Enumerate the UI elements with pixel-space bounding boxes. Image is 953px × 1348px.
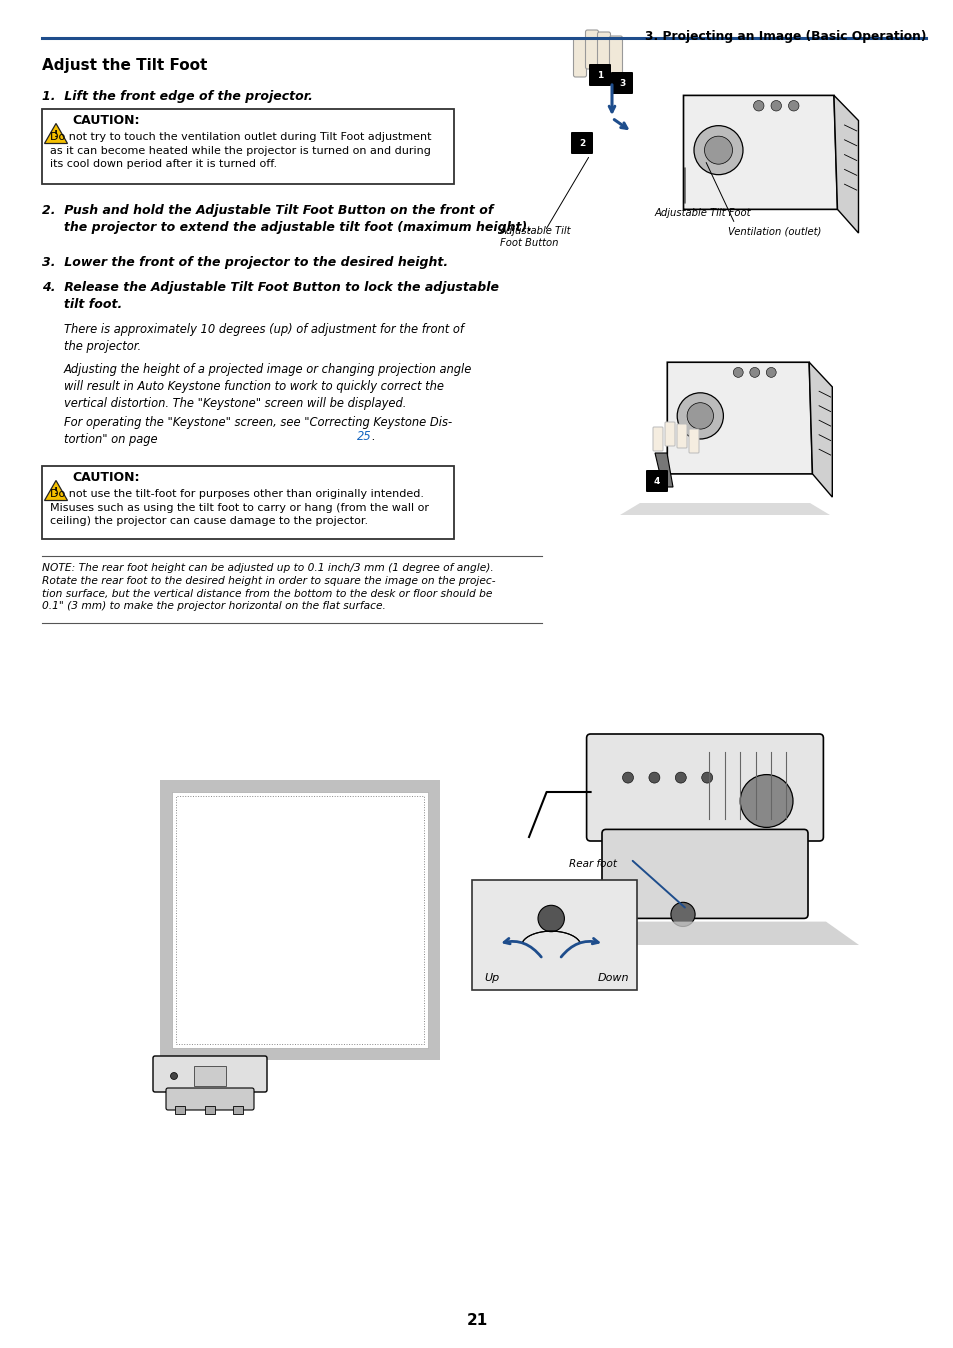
- FancyBboxPatch shape: [585, 30, 598, 69]
- FancyBboxPatch shape: [609, 36, 622, 75]
- Polygon shape: [45, 480, 68, 500]
- Circle shape: [740, 775, 792, 828]
- FancyBboxPatch shape: [571, 132, 593, 154]
- Circle shape: [622, 772, 633, 783]
- Text: 1: 1: [597, 70, 602, 80]
- Text: 4.  Release the Adjustable Tilt Foot Button to lock the adjustable
     tilt foo: 4. Release the Adjustable Tilt Foot Butt…: [42, 280, 498, 311]
- Text: Adjust the Tilt Foot: Adjust the Tilt Foot: [42, 58, 207, 73]
- FancyBboxPatch shape: [172, 793, 428, 1047]
- Polygon shape: [583, 922, 858, 945]
- Polygon shape: [833, 96, 858, 233]
- Text: Down: Down: [598, 973, 629, 983]
- Polygon shape: [655, 453, 672, 487]
- Text: Rear foot: Rear foot: [568, 859, 616, 869]
- FancyBboxPatch shape: [205, 1105, 214, 1113]
- Circle shape: [171, 1073, 177, 1080]
- FancyBboxPatch shape: [193, 1066, 226, 1086]
- Text: 21: 21: [466, 1313, 487, 1328]
- Text: Ventilation (outlet): Ventilation (outlet): [727, 226, 821, 236]
- Text: CAUTION:: CAUTION:: [71, 470, 139, 484]
- Circle shape: [749, 368, 759, 377]
- Text: 1.  Lift the front edge of the projector.: 1. Lift the front edge of the projector.: [42, 90, 313, 102]
- FancyBboxPatch shape: [597, 32, 610, 71]
- Text: NOTE: The rear foot height can be adjusted up to 0.1 inch/3 mm (1 degree of angl: NOTE: The rear foot height can be adjust…: [42, 563, 496, 612]
- FancyBboxPatch shape: [601, 829, 807, 918]
- Circle shape: [686, 403, 713, 429]
- FancyBboxPatch shape: [472, 880, 637, 989]
- Circle shape: [701, 772, 712, 783]
- Circle shape: [733, 368, 742, 377]
- Text: Adjustable Tilt
Foot Button: Adjustable Tilt Foot Button: [499, 226, 571, 248]
- FancyBboxPatch shape: [152, 1055, 267, 1092]
- Text: 3.  Lower the front of the projector to the desired height.: 3. Lower the front of the projector to t…: [42, 256, 448, 270]
- FancyBboxPatch shape: [586, 735, 822, 841]
- FancyBboxPatch shape: [495, 71, 929, 311]
- Text: !: !: [54, 129, 58, 139]
- Circle shape: [765, 368, 776, 377]
- Text: 3: 3: [618, 78, 624, 88]
- FancyBboxPatch shape: [160, 780, 439, 1060]
- Text: 2: 2: [578, 139, 584, 147]
- Text: Do not use the tilt-foot for purposes other than originally intended.
Misuses su: Do not use the tilt-foot for purposes ot…: [50, 489, 429, 526]
- Text: CAUTION:: CAUTION:: [71, 115, 139, 127]
- Text: 4: 4: [653, 476, 659, 485]
- Polygon shape: [619, 503, 829, 515]
- FancyBboxPatch shape: [652, 427, 662, 452]
- Circle shape: [677, 392, 722, 439]
- FancyBboxPatch shape: [166, 1088, 253, 1109]
- FancyBboxPatch shape: [610, 71, 633, 94]
- Circle shape: [788, 101, 799, 111]
- Text: !: !: [54, 487, 58, 496]
- Circle shape: [537, 906, 564, 931]
- Polygon shape: [45, 124, 68, 143]
- Polygon shape: [666, 363, 812, 474]
- FancyBboxPatch shape: [42, 109, 454, 183]
- Text: .: .: [371, 430, 375, 443]
- Text: Adjusting the height of a projected image or changing projection angle
will resu: Adjusting the height of a projected imag…: [64, 363, 472, 410]
- FancyBboxPatch shape: [664, 422, 675, 446]
- Circle shape: [670, 902, 695, 926]
- Text: 2.  Push and hold the Adjustable Tilt Foot Button on the front of
     the proje: 2. Push and hold the Adjustable Tilt Foo…: [42, 204, 532, 235]
- Circle shape: [770, 101, 781, 111]
- FancyBboxPatch shape: [688, 429, 699, 453]
- FancyBboxPatch shape: [573, 38, 586, 77]
- FancyBboxPatch shape: [42, 466, 454, 539]
- Text: Adjustable Tilt Foot: Adjustable Tilt Foot: [655, 208, 751, 218]
- FancyBboxPatch shape: [677, 425, 686, 448]
- Text: There is approximately 10 degrees (up) of adjustment for the front of
the projec: There is approximately 10 degrees (up) o…: [64, 324, 463, 353]
- Polygon shape: [808, 363, 831, 497]
- FancyBboxPatch shape: [588, 63, 610, 86]
- Text: For operating the "Keystone" screen, see "Correcting Keystone Dis-
tortion" on p: For operating the "Keystone" screen, see…: [64, 417, 452, 446]
- FancyBboxPatch shape: [233, 1105, 243, 1113]
- FancyBboxPatch shape: [645, 470, 667, 492]
- Text: Up: Up: [484, 973, 499, 983]
- Text: 25: 25: [356, 430, 372, 443]
- Circle shape: [675, 772, 685, 783]
- Text: 3. Projecting an Image (Basic Operation): 3. Projecting an Image (Basic Operation): [644, 30, 925, 43]
- Circle shape: [693, 125, 742, 175]
- Circle shape: [703, 136, 732, 164]
- FancyBboxPatch shape: [174, 1105, 185, 1113]
- Circle shape: [753, 101, 763, 111]
- Text: Do not try to touch the ventilation outlet during Tilt Foot adjustment
as it can: Do not try to touch the ventilation outl…: [50, 132, 431, 170]
- Circle shape: [648, 772, 659, 783]
- Polygon shape: [682, 96, 837, 209]
